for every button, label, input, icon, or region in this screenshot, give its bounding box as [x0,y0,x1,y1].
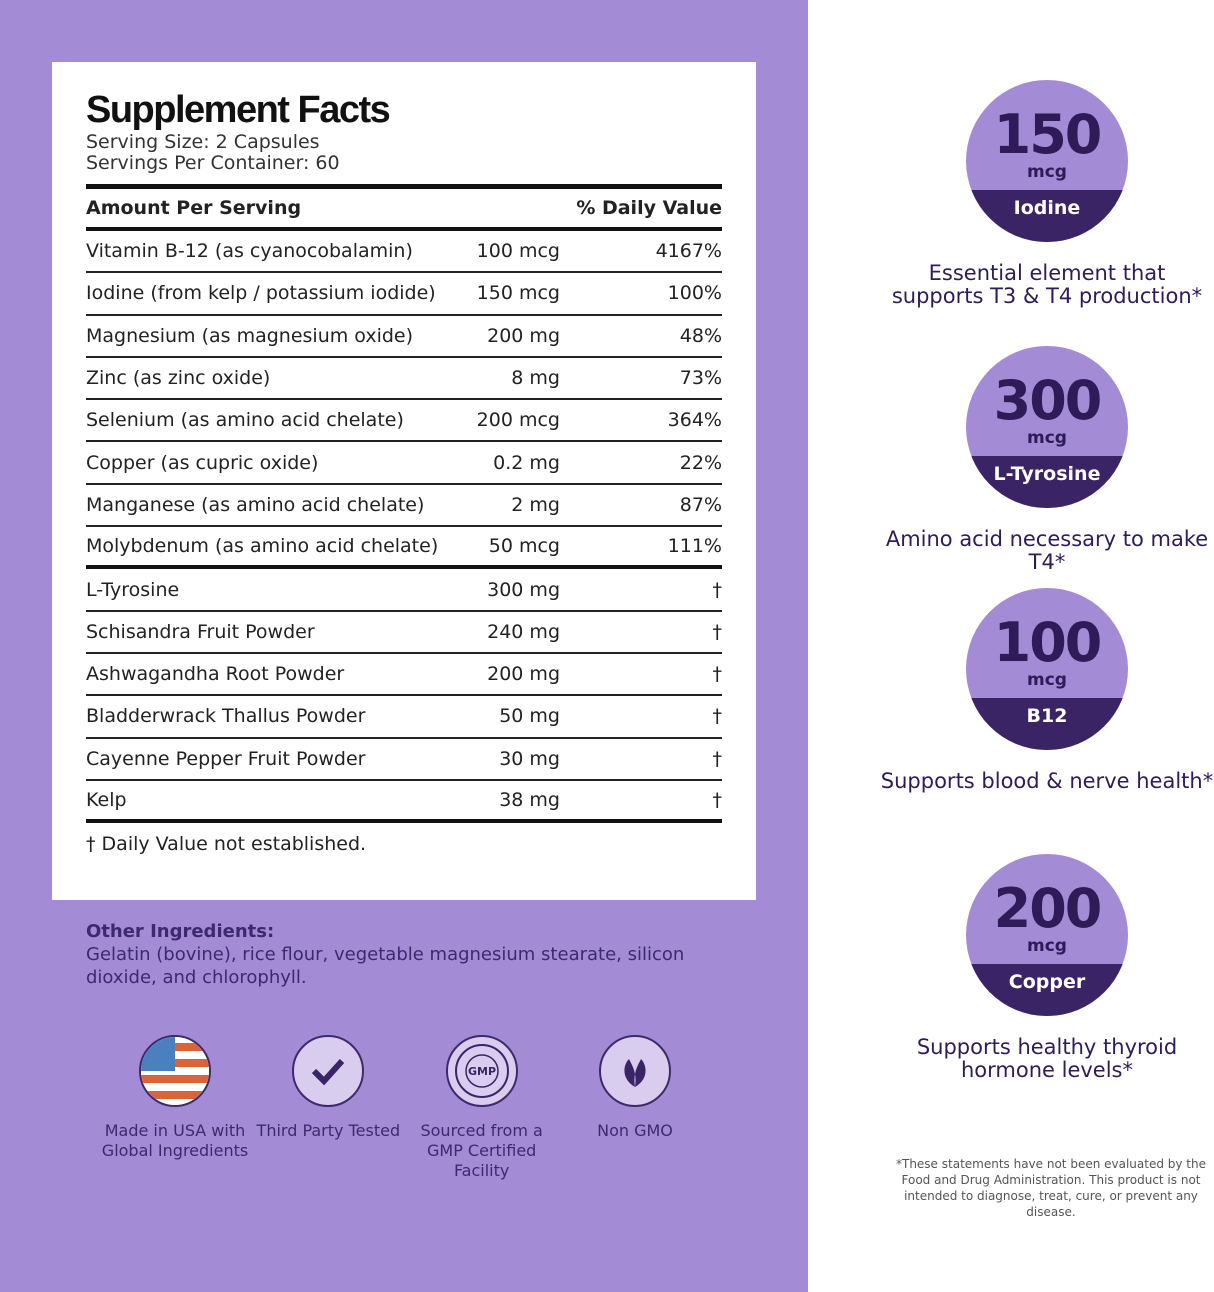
table-row: Selenium (as amino acid chelate) 200 mcg 3… [86,400,722,443]
table-row: Vitamin B-12 (as cyanocobalamin) 100 mcg 4… [86,231,722,274]
gmp-seal-icon: GMP [445,1035,518,1107]
stat-l-tyrosine: 300 mcg L-Tyrosine Amino acid necessary to … [880,346,1214,574]
table-row: L-Tyrosine 300 mg † [86,569,722,612]
badge-gmp: GMP Sourced from a GMP Certified Facility [407,1035,557,1181]
table-row: Bladderwrack Thallus Powder 50 mg † [86,696,722,739]
usa-flag-icon [139,1035,211,1107]
table-row: Manganese (as amino acid chelate) 2 mg 87% [86,485,722,528]
badge-tested: Third Party Tested [253,1035,403,1181]
table-row: Copper (as cupric oxide) 0.2 mg 22% [86,442,722,485]
table-row: Iodine (from kelp / potassium iodide) 150… [86,273,722,316]
divider [86,227,722,231]
other-ingredients: Other Ingredients: Gelatin (bovine), rice… [86,920,686,989]
badge-nongmo: Non GMO [560,1035,710,1181]
table-header: Amount Per Serving % Daily Value [86,189,722,227]
stat-circle: 150 mcg Iodine [966,80,1128,242]
stat-copper: 200 mcg Copper Supports healthy thyroid hor… [880,854,1214,1082]
facts-title: Supplement Facts [86,89,391,131]
table-row: Magnesium (as magnesium oxide) 200 mg 48% [86,316,722,358]
header-amount: Amount Per Serving [86,197,302,219]
other-text: Gelatin (bovine), rice flour, vegetable … [86,944,685,988]
table-row: Schisandra Fruit Powder 240 mg † [86,612,722,654]
stat-circle: 200 mcg Copper [966,854,1128,1016]
leaf-icon [598,1035,671,1107]
table-row: Ashwagandha Root Powder 200 mg † [86,654,722,697]
table-row: Zinc (as zinc oxide) 8 mg 73% [86,358,722,401]
stat-circle: 300 mcg L-Tyrosine [966,346,1128,508]
stat-b12: 100 mcg B12 Supports blood & nerve health* [880,588,1214,793]
table-row: Kelp 38 mg † [86,781,722,824]
header-dv: % Daily Value [576,197,722,219]
table-row: Cayenne Pepper Fruit Powder 30 mg † [86,739,722,781]
supplement-facts-panel: Supplement Facts Serving Size: 2 Capsule… [52,62,756,900]
fda-disclaimer: *These statements have not been evaluate… [895,1157,1207,1219]
servings-per-container: Servings Per Container: 60 [86,152,340,174]
badge-usa: Made in USA with Global Ingredients [100,1035,250,1181]
table-row: Molybdenum (as amino acid chelate) 50 mcg… [86,527,722,570]
left-purple-panel: Supplement Facts Serving Size: 2 Capsule… [0,0,808,1292]
other-label: Other Ingredients: [86,921,275,942]
badges: Made in USA with Global Ingredients Thir… [100,1035,710,1181]
footnote: † Daily Value not established. [86,833,367,856]
svg-text:GMP: GMP [468,1065,496,1078]
serving-size: Serving Size: 2 Capsules [86,131,320,153]
stat-iodine: 150 mcg Iodine Essential element that suppo… [880,80,1214,308]
checkmark-icon [292,1035,365,1107]
stat-circle: 100 mcg B12 [966,588,1128,750]
divider [86,184,722,189]
